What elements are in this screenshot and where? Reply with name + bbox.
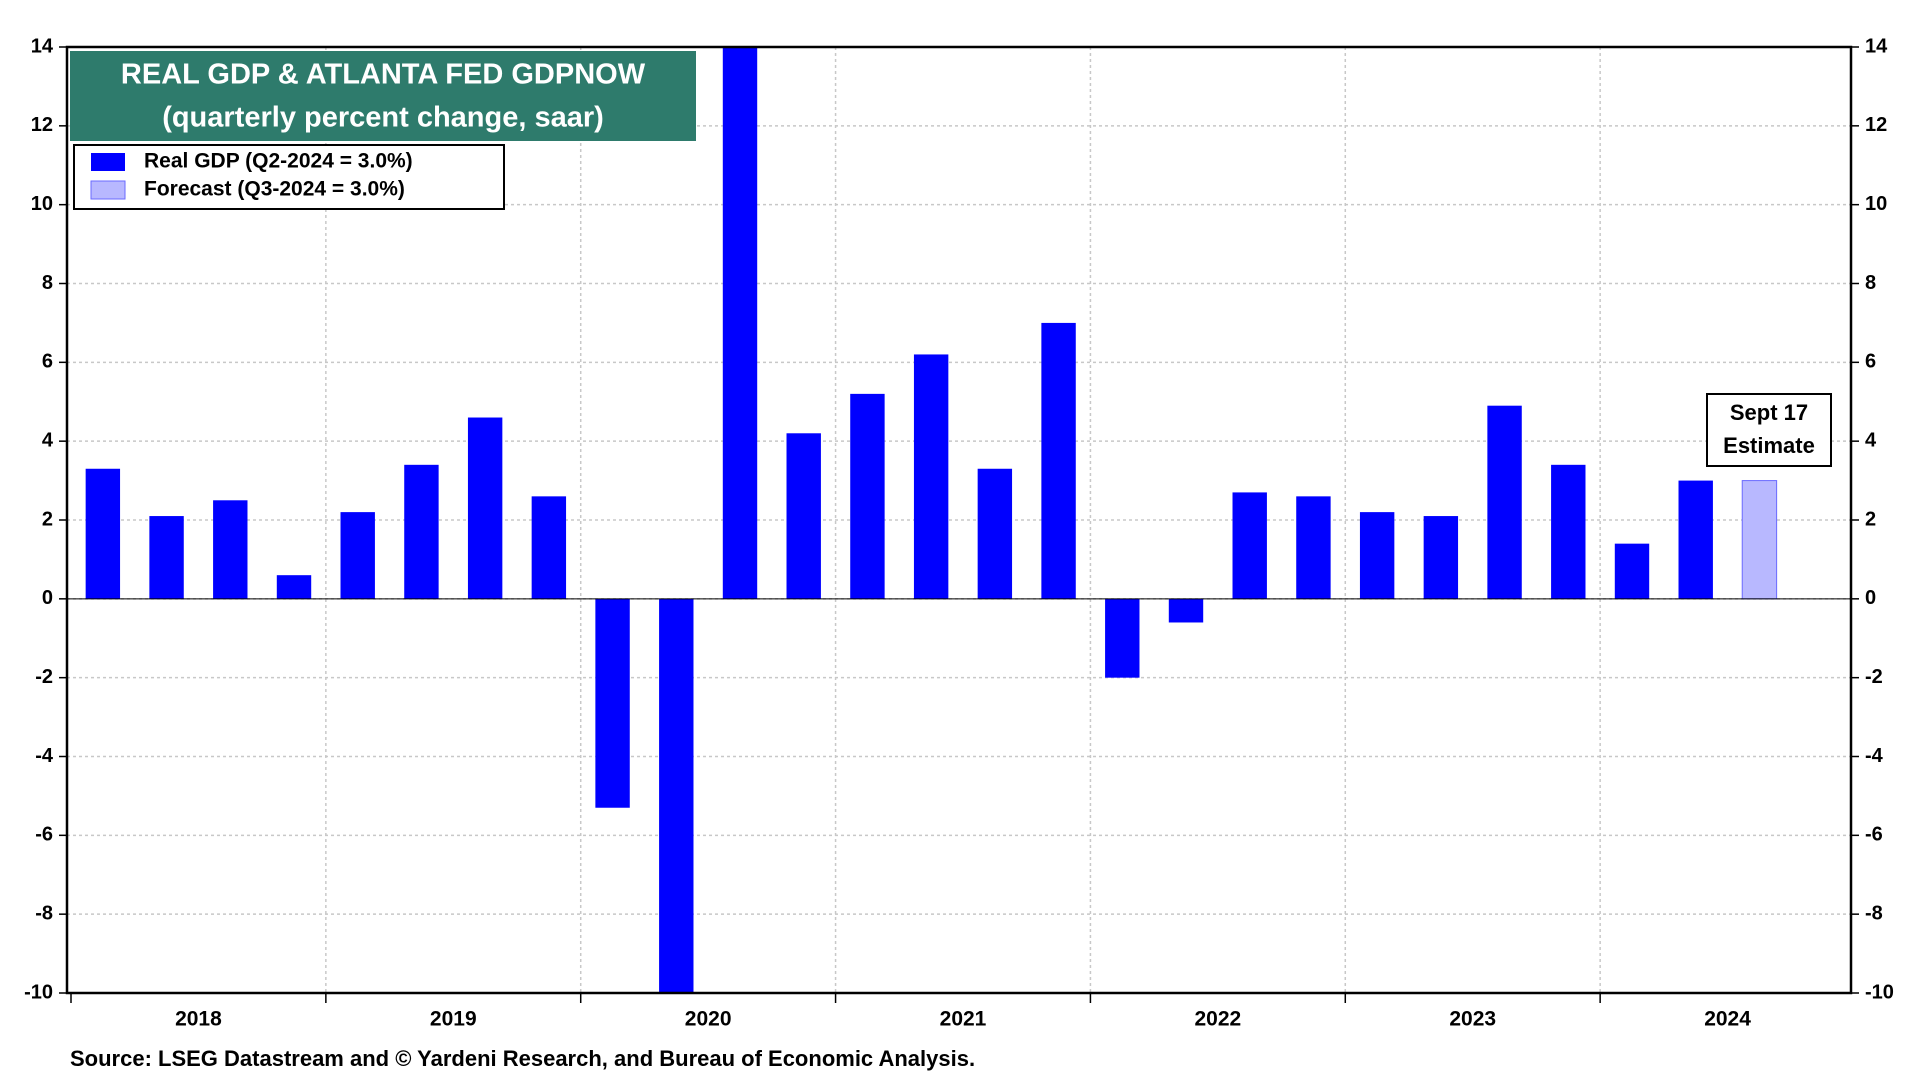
x-tick-label: 2023: [1449, 1008, 1496, 1031]
y2-tick-label: -6: [1865, 824, 1883, 846]
bar: [1359, 512, 1395, 599]
bar: [1168, 598, 1204, 623]
y2-tick-label: 6: [1865, 351, 1876, 373]
bar: [1423, 516, 1459, 599]
legend-swatch: [90, 180, 126, 200]
source-note: Source: LSEG Datastream and © Yardeni Re…: [70, 1046, 975, 1071]
chart-title: (quarterly percent change, saar): [162, 102, 604, 134]
y2-tick-label: -8: [1865, 902, 1883, 924]
bar: [1105, 598, 1140, 678]
y2-tick-label: 4: [1865, 429, 1877, 451]
bar: [1614, 543, 1650, 599]
y2-tick-label: -4: [1865, 745, 1884, 767]
legend-box: [73, 144, 505, 210]
x-tick-label: 2020: [685, 1008, 732, 1031]
y2-tick-label: 12: [1865, 114, 1887, 136]
y-tick-label: 2: [42, 508, 53, 530]
legend-swatch: [91, 153, 125, 171]
y-tick-label: -10: [24, 981, 53, 1003]
y-tick-label: -4: [35, 745, 54, 767]
y-tick-label: 10: [31, 193, 53, 215]
annotation-box: [1706, 393, 1832, 467]
bar: [85, 468, 121, 599]
bar: [276, 575, 312, 599]
annotation: Sept 17: [1730, 400, 1808, 425]
x-tick-label: 2019: [430, 1008, 477, 1031]
x-tick-label: 2018: [175, 1008, 222, 1031]
y-tick-label: -6: [35, 824, 53, 846]
bar: [1041, 322, 1076, 599]
bar: [977, 468, 1013, 599]
y-tick-label: 12: [31, 114, 53, 136]
x-tick-label: 2021: [940, 1008, 987, 1031]
y2-tick-label: 10: [1865, 193, 1887, 215]
y2-tick-label: 8: [1865, 272, 1876, 294]
bar: [149, 516, 184, 599]
bar: [1741, 480, 1778, 600]
bar: [786, 433, 821, 599]
y-tick-label: 4: [42, 429, 54, 451]
title-box: [70, 51, 696, 141]
bar: [1551, 464, 1586, 599]
bar: [404, 464, 439, 599]
bar: [531, 496, 567, 599]
y-tick-label: 6: [42, 351, 53, 373]
bar: [913, 354, 949, 599]
bar: [467, 417, 503, 599]
legend-label: Real GDP (Q2-2024 = 3.0%): [144, 150, 413, 173]
bar: [1296, 496, 1331, 599]
bar: [213, 500, 248, 599]
y2-tick-label: 0: [1865, 587, 1876, 609]
bar: [722, 47, 758, 599]
plot-frame: [65, 45, 1853, 995]
bar: [1678, 480, 1713, 599]
y-tick-label: 14: [31, 35, 54, 57]
x-tick-label: 2022: [1194, 1008, 1241, 1031]
y-tick-label: -8: [35, 902, 53, 924]
x-tick-label: 2024: [1704, 1008, 1751, 1031]
bar: [850, 393, 885, 599]
bar: [1232, 492, 1267, 599]
bar: [340, 512, 375, 599]
y2-tick-label: 2: [1865, 508, 1876, 530]
bar: [595, 598, 630, 808]
bar: [659, 598, 694, 993]
y-tick-label: -2: [35, 666, 53, 688]
y-tick-label: 8: [42, 272, 53, 294]
annotation: Estimate: [1723, 433, 1815, 458]
y2-tick-label: 14: [1865, 35, 1888, 57]
y2-tick-label: -10: [1865, 981, 1894, 1003]
y-tick-label: 0: [42, 587, 53, 609]
bar: [1487, 405, 1522, 599]
y2-tick-label: -2: [1865, 666, 1883, 688]
chart-title: REAL GDP & ATLANTA FED GDPNOW: [121, 59, 646, 91]
legend-label: Forecast (Q3-2024 = 3.0%): [144, 178, 405, 201]
